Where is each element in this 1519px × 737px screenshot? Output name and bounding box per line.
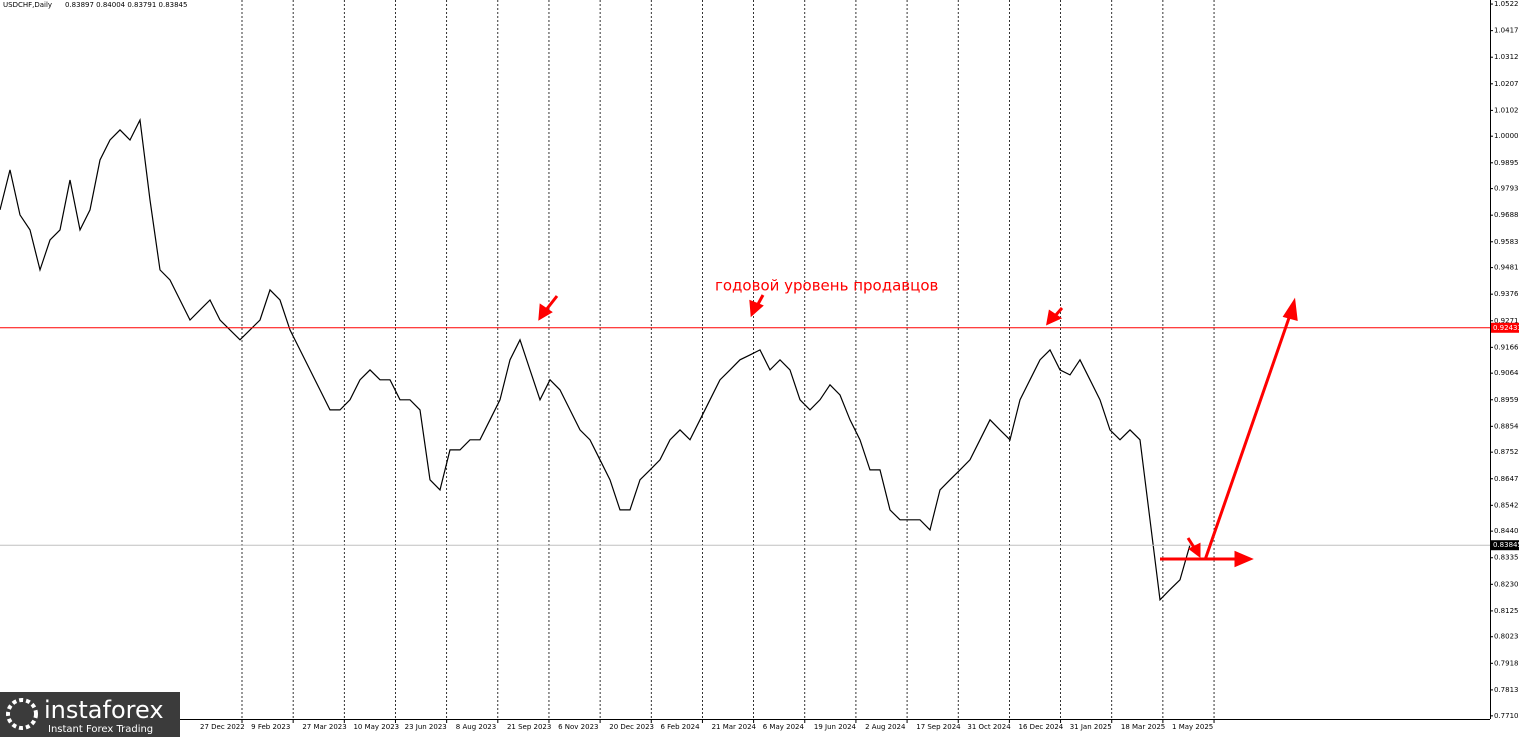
x-tick-label: 17 Sep 2024 bbox=[916, 723, 961, 731]
annotation: годовой уровень продавцов bbox=[715, 277, 938, 295]
arrow bbox=[544, 295, 559, 311]
logo-tagline: Instant Forex Trading bbox=[48, 724, 153, 735]
x-tick-label: 1 May 2025 bbox=[1172, 723, 1213, 731]
x-tick-label: 27 Dec 2022 bbox=[200, 723, 245, 731]
y-tick-label: 1.03120 bbox=[1494, 53, 1519, 61]
x-tick-label: 18 Mar 2025 bbox=[1121, 723, 1165, 731]
plot bbox=[0, 117, 1490, 602]
price-line bbox=[0, 117, 1191, 602]
x-tick-label: 19 Jun 2024 bbox=[814, 723, 857, 731]
x-tick-label: 31 Jan 2025 bbox=[1070, 723, 1112, 731]
y-tick-label: 1.05220 bbox=[1494, 0, 1519, 8]
x-tick-label: 31 Oct 2024 bbox=[967, 723, 1011, 731]
x-tick-label: 6 Feb 2024 bbox=[660, 723, 700, 731]
arrow-head bbox=[1046, 309, 1063, 326]
x-tick-label: 2 Aug 2024 bbox=[865, 723, 906, 731]
x-tick-label: 21 Mar 2024 bbox=[712, 723, 757, 731]
x-tick-label: 23 Jun 2023 bbox=[405, 723, 447, 731]
y-tick-label: 1.02070 bbox=[1494, 80, 1519, 88]
current-price-label: 0.83845 bbox=[1493, 541, 1519, 549]
x-tick-label: 20 Dec 2023 bbox=[609, 723, 654, 731]
x-tick-label: 16 Dec 2024 bbox=[1019, 723, 1064, 731]
y-tick-label: 1.04170 bbox=[1494, 27, 1519, 35]
drawings bbox=[538, 294, 1298, 568]
y-tick-label: 1.01020 bbox=[1494, 106, 1519, 114]
x-tick-label: 8 Aug 2023 bbox=[456, 723, 496, 731]
price-axis: 1.05220 1.04170 1.03120 1.02070 1.01020 1.000… bbox=[1490, 0, 1519, 720]
arrow-head bbox=[749, 299, 764, 318]
arrow bbox=[1203, 314, 1292, 561]
chart-title: USDCHF,Daily bbox=[3, 1, 52, 9]
x-tick-label: 6 May 2024 bbox=[763, 723, 805, 731]
x-tick-label: 10 May 2023 bbox=[353, 723, 399, 731]
level-label: 0.92433 bbox=[1493, 324, 1519, 332]
grid: 27 Dec 2022 9 Feb 2023 27 Mar 2023 10 May 2… bbox=[200, 0, 1215, 731]
arrow-head bbox=[1282, 297, 1298, 322]
x-tick-label: 27 Mar 2023 bbox=[302, 723, 346, 731]
y-tick-label: 0.77105 bbox=[1494, 712, 1519, 720]
arrow-head bbox=[538, 303, 553, 321]
logo-brand: instaforex bbox=[44, 696, 164, 724]
arrow-head bbox=[1188, 542, 1201, 558]
logo-icon bbox=[6, 698, 38, 730]
x-tick-label: 6 Nov 2023 bbox=[558, 723, 598, 731]
current-price-box bbox=[1491, 540, 1519, 551]
logo-box bbox=[0, 692, 180, 737]
x-tick-label: 9 Feb 2023 bbox=[251, 723, 290, 731]
chart-subtitle: 0.83897 0.84004 0.83791 0.83845 bbox=[65, 1, 187, 9]
arrow-head bbox=[1234, 550, 1254, 568]
x-tick-label: 21 Sep 2023 bbox=[507, 723, 551, 731]
level-label-box bbox=[1491, 322, 1519, 333]
